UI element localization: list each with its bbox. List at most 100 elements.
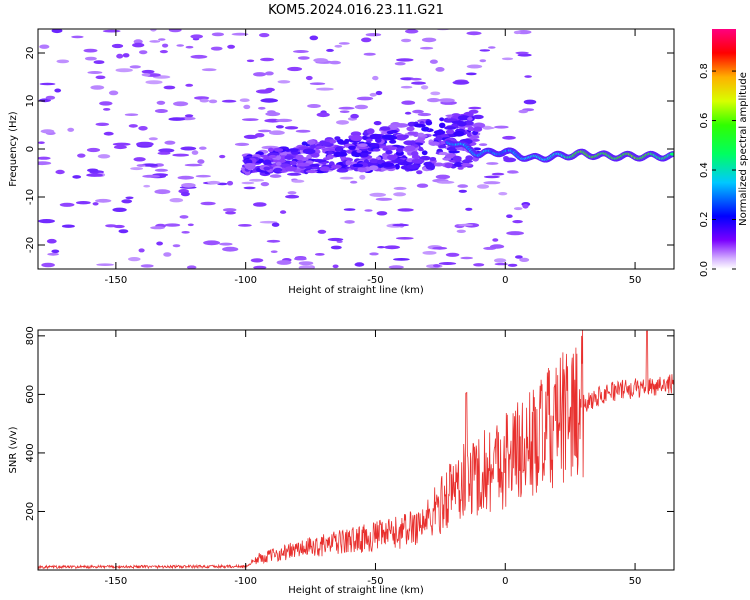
heatmap-cell [96, 263, 114, 267]
heatmap-cell [138, 248, 145, 253]
heatmap-cell [411, 158, 425, 164]
heatmap-cell [429, 59, 438, 64]
heatmap-cell [143, 184, 151, 188]
heatmap-cell [446, 146, 458, 152]
x-tick-label: -100 [234, 275, 257, 286]
heatmap-cell [305, 75, 313, 81]
heatmap-cell [234, 142, 250, 146]
heatmap-cell [173, 101, 189, 107]
heatmap-cell [310, 152, 320, 158]
heatmap-cell [377, 246, 386, 249]
heatmap-cell [433, 264, 441, 268]
heatmap-cell [222, 246, 239, 252]
heatmap-cell [376, 211, 388, 216]
snr-y-label: SNR (v/v) [8, 426, 19, 473]
heatmap-cell [452, 80, 470, 85]
heatmap-cell [287, 66, 303, 72]
heatmap-cell [444, 126, 457, 130]
heatmap-cell [395, 159, 405, 163]
x-tick-label: -150 [105, 275, 128, 286]
heatmap-cell [92, 202, 99, 206]
heatmap-cell [298, 261, 314, 266]
heatmap-cell [51, 249, 60, 254]
heatmap-cell [350, 131, 362, 137]
heatmap-cell [248, 178, 265, 182]
heatmap-cell [164, 140, 176, 145]
heatmap-cell [350, 113, 359, 119]
heatmap-cell [460, 256, 474, 260]
heatmap-cell [148, 137, 158, 141]
heatmap-cell [141, 73, 151, 77]
heatmap-cell [112, 142, 131, 146]
heatmap-cell [270, 250, 278, 253]
heatmap-cell [369, 252, 379, 256]
heatmap-cell [369, 192, 387, 197]
heatmap-cell [513, 30, 521, 35]
heatmap-cell [445, 129, 455, 135]
heatmap-cell [392, 223, 409, 227]
heatmap-cell [344, 220, 355, 224]
y-tick-label: 200 [25, 502, 36, 521]
heatmap-cell [522, 204, 529, 209]
heatmap-cell [231, 32, 249, 36]
heatmap-cell [203, 240, 221, 246]
heatmap-cell [406, 164, 419, 170]
heatmap-cell [163, 85, 176, 90]
heatmap-cell [269, 174, 282, 178]
heatmap-cell [154, 109, 168, 113]
spectrogram-heatmap [38, 29, 674, 269]
heatmap-cell [259, 33, 270, 38]
signal-track-cell [669, 152, 674, 156]
heatmap-cell [375, 197, 393, 201]
heatmap-cell [112, 207, 127, 212]
heatmap-cell [345, 160, 352, 166]
heatmap-cell [51, 29, 63, 34]
colorbar-tick-label: 0.2 [699, 212, 710, 228]
heatmap-cell [401, 38, 412, 43]
heatmap-cell [284, 126, 299, 130]
x-tick-label: 50 [629, 576, 642, 587]
heatmap-cell [390, 129, 398, 134]
heatmap-cell [476, 184, 490, 189]
x-tick-label: -150 [105, 576, 128, 587]
heatmap-cell [295, 129, 311, 133]
heatmap-cell [513, 207, 523, 211]
heatmap-cell [465, 207, 473, 211]
colorbar-gradient [712, 29, 736, 269]
heatmap-cell [260, 57, 275, 62]
heatmap-cell [154, 189, 171, 195]
heatmap-cell [47, 252, 59, 256]
heatmap-cell [40, 129, 55, 134]
heatmap-cell [483, 175, 500, 179]
heatmap-cell [417, 112, 432, 117]
heatmap-cell [494, 262, 508, 266]
heatmap-cell [453, 131, 465, 137]
heatmap-cell [406, 126, 415, 132]
heatmap-cell [356, 149, 362, 153]
heatmap-cell [352, 163, 364, 168]
heatmap-cell [181, 231, 190, 234]
heatmap-cell [255, 89, 273, 94]
heatmap-cell [438, 262, 457, 265]
heatmap-cell [184, 163, 203, 167]
heatmap-cell [478, 143, 488, 147]
heatmap-cell [95, 122, 110, 127]
heatmap-cell [427, 98, 441, 103]
heatmap-cell [84, 56, 97, 61]
snr-plot-area [38, 330, 674, 570]
heatmap-cell [421, 126, 430, 132]
heatmap-cell [227, 44, 236, 49]
heatmap-cell [93, 60, 105, 64]
heatmap-cell [128, 257, 141, 262]
heatmap-cell [275, 155, 282, 161]
heatmap-cell [243, 104, 251, 110]
heatmap-cell [139, 50, 148, 55]
heatmap-cell [439, 122, 446, 129]
heatmap-cell [275, 118, 293, 123]
heatmap-cell [180, 146, 197, 151]
heatmap-cell [116, 53, 124, 59]
heatmap-cell [428, 141, 440, 146]
heatmap-cell [145, 80, 163, 85]
heatmap-cell [293, 257, 307, 261]
heatmap-cell [154, 168, 168, 172]
